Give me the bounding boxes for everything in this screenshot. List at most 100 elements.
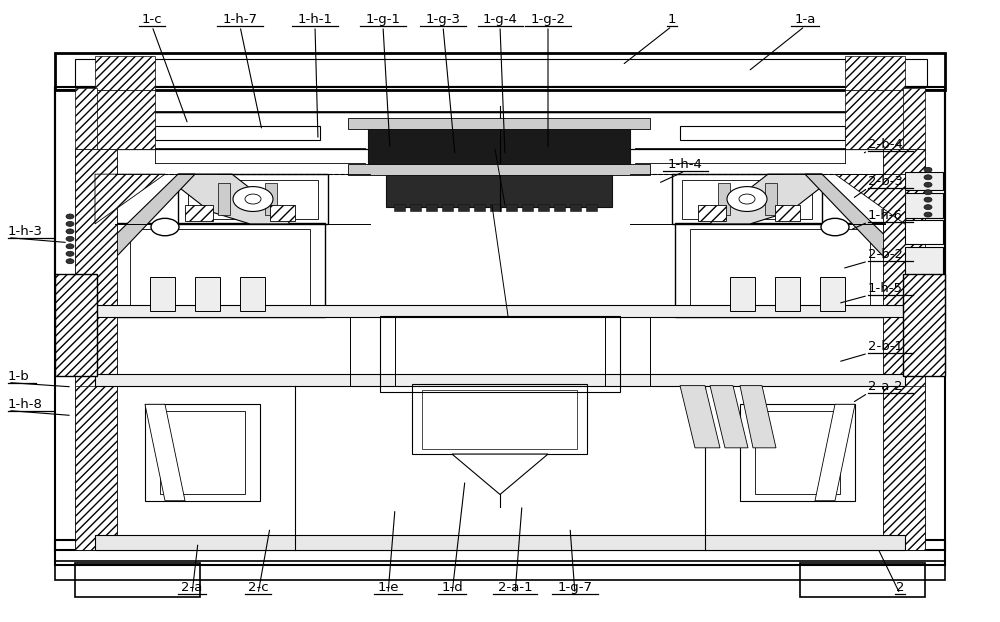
Bar: [680, 126, 845, 140]
Polygon shape: [178, 174, 290, 224]
Text: 1-c: 1-c: [142, 13, 162, 26]
Bar: [800, 563, 925, 597]
Text: 2-a-1: 2-a-1: [498, 581, 532, 594]
Bar: [584, 119, 595, 127]
Bar: [195, 277, 220, 311]
Circle shape: [245, 194, 261, 204]
Circle shape: [924, 205, 932, 210]
Bar: [730, 277, 755, 311]
Bar: [55, 561, 945, 580]
Bar: [95, 87, 905, 112]
Circle shape: [821, 218, 849, 236]
Bar: [440, 119, 451, 127]
Text: 2: 2: [896, 581, 904, 594]
Bar: [905, 90, 945, 277]
Bar: [456, 119, 467, 127]
Circle shape: [66, 236, 74, 241]
Bar: [845, 56, 905, 90]
Text: 1-g-1: 1-g-1: [366, 13, 400, 26]
Bar: [75, 317, 117, 550]
Text: 1-b: 1-b: [8, 369, 30, 383]
Bar: [394, 204, 405, 211]
Bar: [422, 390, 577, 449]
Bar: [95, 305, 905, 317]
Bar: [570, 204, 581, 211]
Bar: [185, 205, 213, 221]
Bar: [490, 204, 501, 211]
Bar: [348, 118, 650, 129]
Bar: [408, 119, 419, 127]
Bar: [538, 204, 549, 211]
Circle shape: [233, 187, 273, 211]
Circle shape: [924, 175, 932, 180]
Circle shape: [66, 229, 74, 234]
Bar: [95, 56, 155, 90]
Bar: [472, 119, 483, 127]
Circle shape: [727, 187, 767, 211]
Text: 1-h-3: 1-h-3: [8, 225, 43, 238]
Bar: [600, 119, 611, 127]
Bar: [95, 374, 905, 386]
Bar: [586, 204, 597, 211]
Bar: [905, 193, 943, 218]
Bar: [380, 316, 620, 392]
Bar: [883, 149, 925, 317]
Bar: [75, 59, 927, 86]
Bar: [95, 112, 905, 149]
Bar: [903, 274, 945, 376]
Bar: [504, 119, 515, 127]
Text: 1: 1: [668, 13, 676, 26]
Polygon shape: [835, 174, 905, 224]
Bar: [520, 119, 531, 127]
Text: 2-b-1: 2-b-1: [868, 340, 903, 353]
Bar: [150, 277, 175, 311]
Bar: [775, 277, 800, 311]
Bar: [348, 164, 650, 175]
Bar: [55, 90, 95, 277]
Text: 2-b-4: 2-b-4: [868, 137, 903, 151]
Text: 1-h-8: 1-h-8: [8, 397, 43, 411]
Bar: [95, 535, 905, 550]
Bar: [718, 183, 730, 215]
Bar: [270, 205, 295, 221]
Bar: [426, 204, 437, 211]
Polygon shape: [710, 174, 822, 224]
Bar: [690, 229, 870, 311]
Bar: [740, 404, 855, 501]
Text: 2-c: 2-c: [248, 581, 268, 594]
Circle shape: [66, 214, 74, 219]
Polygon shape: [95, 174, 165, 224]
Circle shape: [66, 244, 74, 249]
Bar: [386, 168, 612, 207]
Bar: [130, 229, 310, 311]
Bar: [675, 223, 885, 317]
Bar: [218, 183, 230, 215]
Bar: [903, 88, 925, 149]
Circle shape: [151, 218, 179, 236]
Bar: [905, 247, 943, 275]
Bar: [536, 119, 547, 127]
Circle shape: [66, 251, 74, 256]
Text: 1-g-3: 1-g-3: [426, 13, 460, 26]
Bar: [368, 124, 630, 169]
Text: 1-h-7: 1-h-7: [222, 13, 258, 26]
Text: 1-d: 1-d: [441, 581, 463, 594]
Bar: [488, 119, 499, 127]
Text: 1-h-5: 1-h-5: [868, 282, 903, 295]
Bar: [160, 411, 245, 494]
Circle shape: [924, 197, 932, 202]
Bar: [155, 126, 320, 140]
Text: 2-b-2: 2-b-2: [868, 248, 903, 261]
Bar: [554, 204, 565, 211]
Bar: [905, 220, 943, 244]
Text: 2-a: 2-a: [181, 581, 203, 594]
Circle shape: [924, 212, 932, 217]
Circle shape: [739, 194, 755, 204]
Bar: [55, 87, 945, 550]
Polygon shape: [680, 386, 720, 448]
Bar: [568, 119, 579, 127]
Bar: [75, 88, 97, 149]
Text: 1-a: 1-a: [794, 13, 816, 26]
Bar: [905, 172, 943, 190]
Polygon shape: [740, 386, 776, 448]
